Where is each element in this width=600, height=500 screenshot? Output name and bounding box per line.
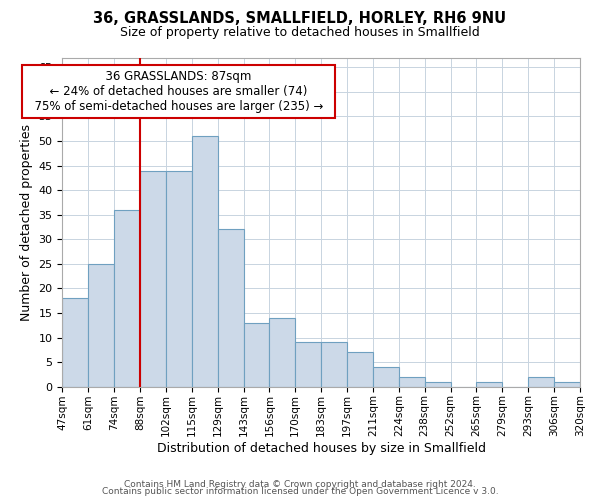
Text: 36 GRASSLANDS: 87sqm  
  ← 24% of detached houses are smaller (74)  
  75% of se: 36 GRASSLANDS: 87sqm ← 24% of detached h… [27, 70, 331, 113]
Bar [218, 230, 244, 386]
Bar [192, 136, 218, 386]
Bar [425, 382, 451, 386]
X-axis label: Distribution of detached houses by size in Smallfield: Distribution of detached houses by size … [157, 442, 485, 455]
Bar [140, 170, 166, 386]
Text: Size of property relative to detached houses in Smallfield: Size of property relative to detached ho… [120, 26, 480, 39]
Bar [295, 342, 321, 386]
Y-axis label: Number of detached properties: Number of detached properties [20, 124, 33, 320]
Bar [88, 264, 114, 386]
Bar [62, 298, 88, 386]
Bar [244, 323, 269, 386]
Bar [269, 318, 295, 386]
Bar [166, 170, 192, 386]
Bar [554, 382, 580, 386]
Bar [373, 367, 399, 386]
Text: Contains HM Land Registry data © Crown copyright and database right 2024.: Contains HM Land Registry data © Crown c… [124, 480, 476, 489]
Text: 36, GRASSLANDS, SMALLFIELD, HORLEY, RH6 9NU: 36, GRASSLANDS, SMALLFIELD, HORLEY, RH6 … [94, 11, 506, 26]
Bar [114, 210, 140, 386]
Bar [399, 377, 425, 386]
Text: Contains public sector information licensed under the Open Government Licence v : Contains public sector information licen… [101, 487, 499, 496]
Bar [476, 382, 502, 386]
Bar [321, 342, 347, 386]
Bar [528, 377, 554, 386]
Bar [347, 352, 373, 386]
